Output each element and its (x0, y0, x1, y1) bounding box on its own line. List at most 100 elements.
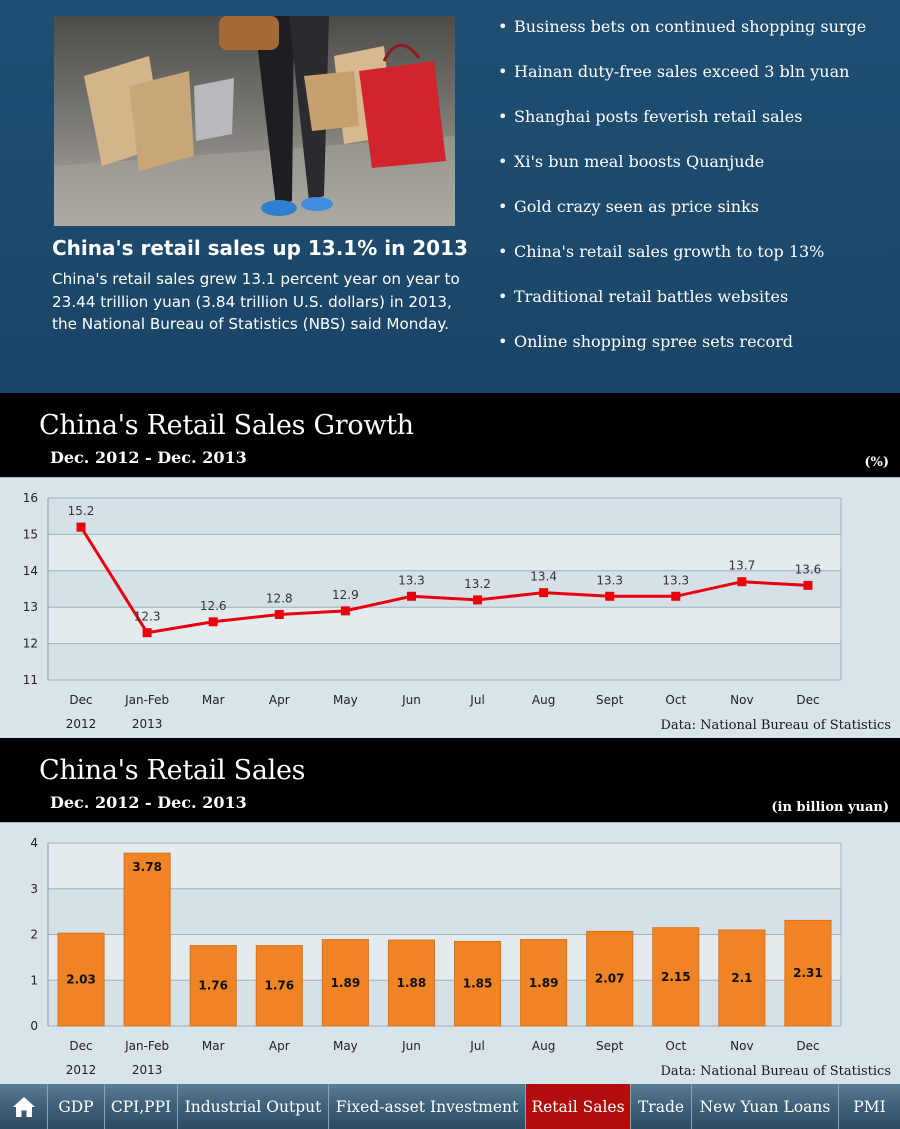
growth-chart-header: China's Retail Sales Growth Dec. 2012 - … (0, 393, 900, 477)
growth-point (539, 588, 549, 598)
y-tick-label: 14 (23, 564, 38, 578)
nav-pmi[interactable]: PMI (853, 1097, 886, 1116)
growth-data-label: 12.6 (200, 599, 227, 613)
bullet-icon: • (498, 62, 508, 81)
sales-bar (57, 932, 105, 1027)
sales-data-label: 1.76 (264, 979, 294, 993)
x-tick-label: Mar (202, 693, 225, 707)
shopping-bags-photo[interactable] (54, 16, 455, 226)
bullet-icon: • (498, 107, 508, 126)
x-tick-label: Nov (730, 1039, 753, 1053)
x-year-label: 2012 (66, 717, 97, 731)
grid-band (48, 534, 841, 571)
growth-point (473, 595, 483, 605)
nav-cpi-ppi[interactable]: CPI,PPI (105, 1084, 178, 1129)
sales-chart-svg: 0 1 2 3 4 2.03 3.78 1.76 1.76 1.89 1.88 1.85 1.89 2.0… (30, 836, 842, 1077)
sales-bar (321, 939, 369, 1027)
x-tick-label: Dec (796, 693, 819, 707)
bullet-icon: • (498, 17, 508, 36)
nav-trade[interactable]: Trade (631, 1084, 692, 1129)
x-tick-label: Jan-Feb (124, 693, 169, 707)
home-icon (12, 1096, 35, 1117)
bullet-icon: • (498, 152, 508, 171)
nav-new-yuan-loans[interactable]: New Yuan Loans (692, 1084, 839, 1129)
x-tick-label: Dec (796, 1039, 819, 1053)
x-year-label: 2013 (132, 717, 163, 731)
sales-bar (652, 927, 700, 1027)
y-tick-label: 1 (30, 973, 38, 987)
x-tick-label: Aug (532, 1039, 555, 1053)
growth-data-label: 13.4 (530, 570, 557, 584)
nav-fixed-asset-investment[interactable]: Fixed-asset Investment (329, 1084, 526, 1129)
growth-point (737, 577, 747, 587)
grid-band (48, 843, 841, 889)
x-tick-label: Sept (596, 1039, 624, 1053)
x-tick-label: Jul (469, 1039, 484, 1053)
article-summary: China's retail sales grew 13.1 percent y… (52, 270, 460, 333)
related-link[interactable]: • Shanghai posts feverish retail sales (498, 107, 803, 126)
sales-bar (586, 930, 634, 1027)
growth-point (142, 628, 152, 638)
related-link[interactable]: • Business bets on continued shopping sur… (498, 17, 867, 36)
plot-area (48, 498, 841, 680)
sales-bar (387, 939, 435, 1027)
growth-chart: 11 12 13 14 15 16 15.2 12.3 12.6 12.8 12.9 13.3 13.2… (0, 477, 900, 739)
bullet-icon: • (498, 287, 508, 306)
related-link[interactable]: • Hainan duty-free sales exceed 3 bln yua… (498, 62, 850, 81)
sales-chart-source: Data: National Bureau of Statistics (660, 1064, 891, 1079)
x-tick-label: Oct (665, 693, 686, 707)
y-tick-label: 2 (30, 928, 38, 942)
related-link[interactable]: • China's retail sales growth to top 13% (498, 242, 825, 261)
x-tick-label: Jul (469, 693, 484, 707)
growth-point (803, 580, 813, 590)
grid-band (48, 934, 841, 981)
sales-data-label: 2.1 (731, 971, 752, 985)
growth-point (671, 591, 681, 601)
sales-data-label: 2.31 (793, 966, 823, 980)
y-tick-label: 4 (30, 836, 38, 850)
related-link[interactable]: • Online shopping spree sets record (498, 332, 794, 351)
home-button[interactable] (0, 1084, 48, 1129)
related-link[interactable]: • Traditional retail battles websites (498, 287, 789, 306)
x-tick-label: Apr (269, 693, 290, 707)
growth-data-label: 13.7 (729, 559, 756, 573)
growth-chart-unit: (%) (864, 455, 889, 470)
sales-bar (784, 919, 832, 1027)
y-tick-label: 12 (23, 637, 38, 651)
related-link[interactable]: • Xi's bun meal boosts Quanjude (498, 152, 765, 171)
sales-chart-header: China's Retail Sales Dec. 2012 - Dec. 20… (0, 738, 900, 822)
growth-chart-title: China's Retail Sales Growth (39, 410, 414, 441)
related-links: • Business bets on continued shopping sur… (498, 17, 866, 377)
news-panel: China's retail sales up 13.1% in 2013 Ch… (0, 0, 900, 393)
sales-chart-unit: (in billion yuan) (771, 800, 889, 815)
bullet-icon: • (498, 197, 508, 216)
x-tick-label: Oct (665, 1039, 686, 1053)
growth-point (340, 606, 350, 616)
growth-data-label: 13.2 (464, 577, 491, 591)
headline[interactable]: China's retail sales up 13.1% in 2013 (52, 236, 468, 260)
sales-data-label: 1.88 (397, 976, 427, 990)
sales-data-label: 1.89 (331, 976, 361, 990)
x-year-label: 2013 (132, 1063, 163, 1077)
x-tick-label: Dec (69, 693, 92, 707)
y-tick-label: 0 (30, 1019, 38, 1033)
sales-data-label: 2.15 (661, 970, 691, 984)
nav-retail-sales[interactable]: Retail Sales (526, 1084, 631, 1129)
growth-point (406, 591, 416, 601)
x-tick-label: May (333, 1039, 358, 1053)
sales-bar (454, 940, 502, 1027)
growth-data-label: 12.8 (266, 591, 293, 605)
related-link[interactable]: • Gold crazy seen as price sinks (498, 197, 759, 216)
growth-point (274, 609, 284, 619)
x-tick-label: May (333, 693, 358, 707)
nav-gdp[interactable]: GDP (48, 1084, 105, 1129)
y-tick-label: 16 (23, 491, 38, 505)
sales-data-label: 2.03 (66, 973, 96, 987)
nav-industrial-output[interactable]: Industrial Output (178, 1084, 329, 1129)
sales-data-label: 1.76 (198, 979, 228, 993)
y-tick-label: 11 (23, 673, 38, 687)
growth-chart-subtitle: Dec. 2012 - Dec. 2013 (50, 448, 247, 467)
growth-point (76, 522, 86, 532)
sales-data-label: 1.85 (463, 977, 493, 991)
sales-bar (123, 852, 171, 1027)
